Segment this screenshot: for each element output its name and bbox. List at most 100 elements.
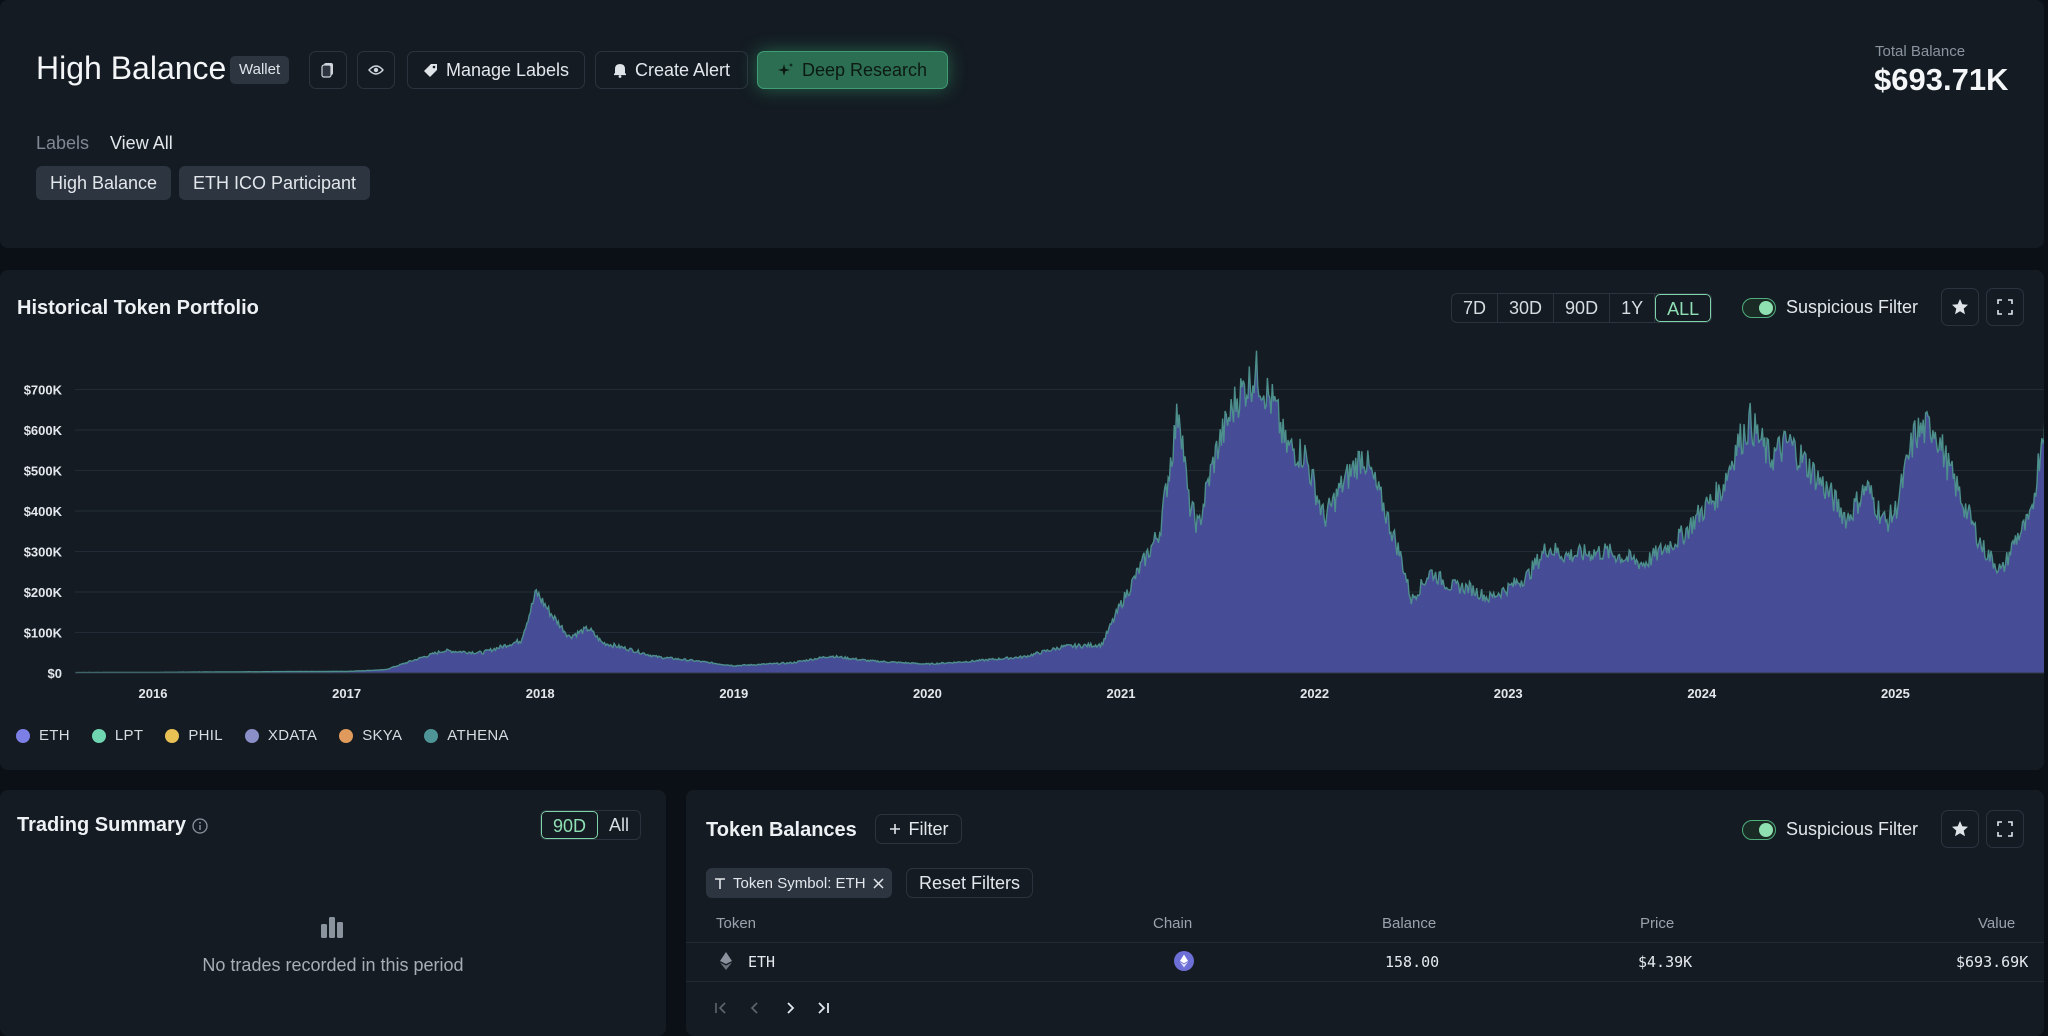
wallet-header-panel: High Balance Wallet Manage Labels Create… xyxy=(0,0,2044,248)
x-tick-label: 2020 xyxy=(913,686,942,701)
plus-icon xyxy=(889,824,900,834)
legend-dot xyxy=(91,728,106,743)
range-7d[interactable]: 7D xyxy=(1452,294,1499,322)
x-tick-label: 2019 xyxy=(719,686,748,701)
y-tick-label: $500K xyxy=(24,464,63,479)
y-tick-label: $100K xyxy=(24,626,63,641)
filter-button-label: Filter xyxy=(908,819,949,839)
portfolio-range-selector: 7D 30D 90D 1Y ALL xyxy=(1451,293,1713,323)
range-30d[interactable]: 30D xyxy=(1498,294,1555,322)
chart-legend: ETH LPT PHIL XDATA SKYA ATHENA xyxy=(16,727,509,744)
label-tag[interactable]: High Balance xyxy=(36,166,172,200)
legend-item[interactable]: ATHENA xyxy=(424,727,509,744)
deep-research-label: Deep Research xyxy=(801,60,928,80)
legend-label: ETH xyxy=(39,727,70,744)
sparkle-icon xyxy=(777,63,793,76)
range-1y[interactable]: 1Y xyxy=(1610,294,1656,322)
info-icon[interactable] xyxy=(192,818,208,834)
ethereum-icon xyxy=(1174,951,1194,971)
fullscreen-balances-button[interactable] xyxy=(1986,810,2024,848)
legend-dot xyxy=(339,728,354,743)
legend-item[interactable]: SKYA xyxy=(339,727,402,744)
portfolio-chart-panel: Historical Token Portfolio 7D 30D 90D 1Y… xyxy=(0,270,2044,770)
legend-item[interactable]: LPT xyxy=(91,727,143,744)
range-all[interactable]: ALL xyxy=(1655,294,1712,322)
total-balance-label: Total Balance xyxy=(1875,43,1966,60)
trading-range-all[interactable]: All xyxy=(609,815,630,835)
table-header-divider xyxy=(686,942,2044,943)
create-alert-label: Create Alert xyxy=(634,60,731,80)
label-tag[interactable]: ETH ICO Participant xyxy=(179,166,371,200)
x-tick-label: 2022 xyxy=(1300,686,1329,701)
next-page-icon[interactable] xyxy=(785,1002,795,1014)
create-alert-button[interactable]: Create Alert xyxy=(595,51,748,89)
wallet-type-badge: Wallet xyxy=(230,56,290,84)
portfolio-title: Historical Token Portfolio xyxy=(17,297,259,319)
eye-icon xyxy=(368,65,384,75)
legend-dot xyxy=(16,728,30,743)
deep-research-button[interactable]: Deep Research xyxy=(757,51,948,89)
eth-token-icon xyxy=(720,952,732,970)
balances-suspicious-filter-toggle[interactable] xyxy=(1742,820,1776,840)
fullscreen-chart-button[interactable] xyxy=(1986,288,2024,326)
first-page-icon[interactable] xyxy=(714,1002,728,1014)
legend-item[interactable]: ETH xyxy=(16,727,70,744)
x-tick-label: 2018 xyxy=(526,686,555,701)
token-symbol: ETH xyxy=(748,953,776,971)
token-price: $4.39K xyxy=(1638,953,1693,971)
trading-summary-title: Trading Summary xyxy=(17,814,186,836)
token-balances-panel: Token Balances Filter Suspicious Filter … xyxy=(686,790,2044,1036)
empty-trades-message: No trades recorded in this period xyxy=(202,955,464,975)
trading-range-90d[interactable]: 90D xyxy=(541,811,599,839)
x-tick-label: 2025 xyxy=(1881,686,1910,701)
token-balances-title: Token Balances xyxy=(706,819,857,841)
manage-labels-label: Manage Labels xyxy=(445,60,570,80)
suspicious-filter-label: Suspicious Filter xyxy=(1786,297,1919,317)
suspicious-filter-toggle[interactable] xyxy=(1742,298,1776,318)
active-filter-chip[interactable]: Token Symbol: ETH xyxy=(706,868,892,898)
portfolio-area-chart: $0 $100K $200K $300K $400K $500K $600K $700K 201… xyxy=(24,350,2044,701)
legend-label: XDATA xyxy=(267,727,318,744)
y-tick-label: $400K xyxy=(24,504,63,519)
bell-icon xyxy=(613,64,626,78)
y-tick-label: $300K xyxy=(24,545,63,560)
table-row-divider xyxy=(686,981,2044,982)
previous-page-icon[interactable] xyxy=(750,1002,760,1014)
column-header-token[interactable]: Token xyxy=(716,915,757,932)
copy-address-button[interactable] xyxy=(309,51,347,89)
range-90d[interactable]: 90D xyxy=(1554,294,1611,322)
watch-address-button[interactable] xyxy=(357,51,395,89)
close-icon[interactable] xyxy=(873,877,884,889)
y-tick-label: $200K xyxy=(24,585,63,600)
balances-suspicious-filter-label: Suspicious Filter xyxy=(1786,819,1919,839)
favorite-balances-button[interactable] xyxy=(1941,810,1979,848)
total-balance-value: $693.71K xyxy=(1874,62,2009,97)
view-all-labels-link[interactable]: View All xyxy=(110,133,173,153)
manage-labels-button[interactable]: Manage Labels xyxy=(407,51,585,89)
column-header-value[interactable]: Value xyxy=(1978,915,2016,932)
labels-caption: Labels xyxy=(36,133,90,153)
legend-item[interactable]: PHIL xyxy=(165,727,223,744)
legend-dot xyxy=(424,728,439,743)
copy-icon xyxy=(321,63,333,78)
trading-summary-panel: Trading Summary 90D All No trades record… xyxy=(0,790,666,1036)
token-value: $693.69K xyxy=(1956,953,2029,971)
token-balance: 158.00 xyxy=(1385,953,1440,971)
last-page-icon[interactable] xyxy=(816,1002,830,1014)
column-header-price[interactable]: Price xyxy=(1640,915,1675,932)
bar-chart-icon xyxy=(321,917,343,938)
x-tick-label: 2021 xyxy=(1107,686,1136,701)
active-filter-label: Token Symbol: ETH xyxy=(733,874,866,892)
column-header-balance[interactable]: Balance xyxy=(1382,915,1437,932)
add-filter-button[interactable]: Filter xyxy=(875,814,962,844)
reset-filters-button[interactable]: Reset Filters xyxy=(906,868,1033,898)
legend-item[interactable]: XDATA xyxy=(244,727,318,744)
favorite-chart-button[interactable] xyxy=(1941,288,1979,326)
legend-label: SKYA xyxy=(362,727,403,744)
x-tick-label: 2017 xyxy=(332,686,361,701)
expand-icon xyxy=(1997,821,2013,837)
expand-icon xyxy=(1997,299,2013,315)
column-header-chain[interactable]: Chain xyxy=(1153,915,1193,932)
legend-dot xyxy=(165,728,180,743)
x-tick-label: 2024 xyxy=(1687,686,1717,701)
